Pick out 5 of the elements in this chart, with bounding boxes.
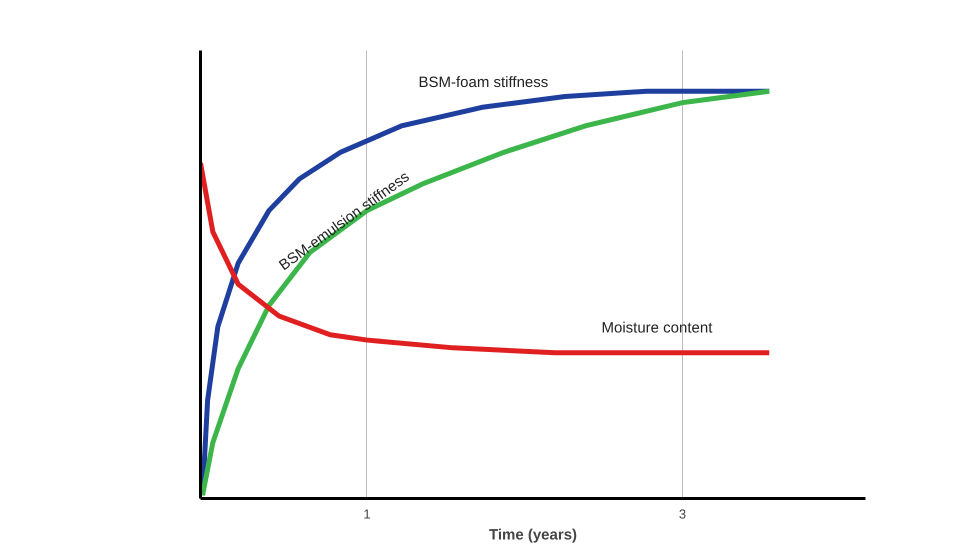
x-tick-label: 1 [363, 506, 371, 522]
x-tick-label: 3 [678, 506, 686, 522]
series-label: Moisture content [601, 319, 714, 336]
series-label: BSM-foam stiffness [418, 74, 548, 91]
x-axis-title: Time (years) [488, 526, 578, 544]
